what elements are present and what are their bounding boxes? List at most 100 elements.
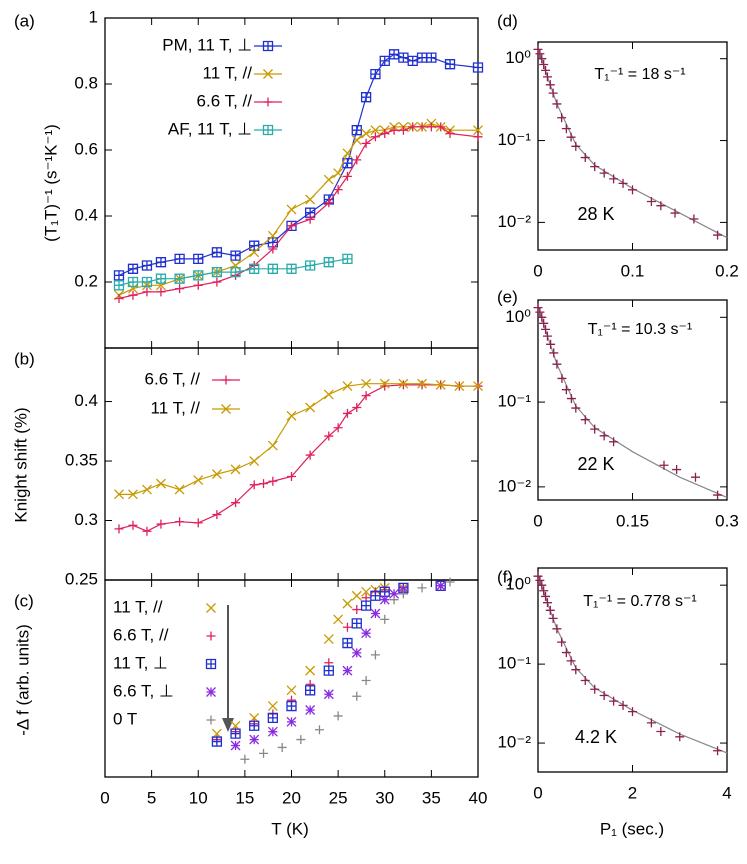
data-point — [545, 605, 555, 615]
data-point — [417, 122, 427, 132]
legend-label: 11 T, ⊥ — [113, 653, 168, 672]
data-point — [426, 122, 436, 132]
frame — [104, 17, 479, 349]
data-point — [541, 591, 551, 601]
data-point — [675, 732, 685, 742]
data-point — [249, 480, 259, 490]
data-point — [333, 185, 343, 195]
data-point — [212, 277, 222, 287]
data-point — [379, 55, 390, 67]
data-point — [333, 711, 343, 721]
data-point — [267, 230, 278, 241]
legend-marker — [263, 97, 273, 107]
data-point — [249, 240, 260, 251]
panel-label: (f) — [497, 567, 513, 586]
data-point — [324, 431, 334, 441]
legend-marker — [263, 69, 273, 79]
x-tick-label: 2 — [628, 783, 637, 802]
y-tick-label: 0.3 — [74, 510, 98, 529]
data-point — [609, 696, 619, 706]
data-point — [361, 675, 371, 685]
data-point — [379, 586, 390, 597]
data-point — [566, 394, 576, 404]
data-point — [545, 80, 555, 90]
data-point — [230, 250, 241, 261]
data-point — [141, 276, 153, 288]
data-point — [333, 614, 344, 625]
data-point — [128, 520, 138, 530]
data-point — [535, 49, 545, 59]
data-point — [231, 498, 241, 508]
data-point — [305, 214, 315, 224]
x-tick-label: 0.1 — [621, 261, 645, 280]
data-point — [713, 490, 723, 500]
data-point — [249, 247, 260, 258]
data-point — [230, 464, 241, 475]
data-point — [535, 307, 545, 317]
data-point — [561, 124, 571, 134]
data-point — [342, 148, 353, 159]
data-point — [609, 437, 619, 447]
data-point — [211, 736, 223, 747]
data-point — [561, 385, 571, 395]
legend-label: 6.6 T, // — [145, 369, 201, 388]
annotation: T₁⁻¹ = 18 s⁻¹ — [594, 66, 685, 83]
data-point — [230, 740, 241, 751]
data-point — [472, 62, 484, 73]
data-point — [435, 379, 446, 390]
data-point — [211, 247, 223, 258]
legend-label: PM, 11 T, ⊥ — [162, 35, 252, 54]
data-point — [557, 373, 567, 383]
data-point — [286, 410, 297, 421]
x-tick-label: 0 — [100, 788, 109, 807]
y-tick-label: 10⁻¹ — [497, 392, 531, 411]
data-point — [352, 605, 362, 615]
data-point — [240, 754, 250, 764]
data-point — [305, 685, 316, 696]
data-point — [351, 590, 362, 601]
y-tick-label: 10⁻¹ — [497, 654, 531, 673]
data-point — [305, 194, 316, 205]
data-point — [342, 622, 352, 632]
data-point — [333, 423, 343, 433]
y-tick-label: 0.8 — [74, 73, 98, 92]
panel-label: (e) — [497, 287, 518, 306]
data-point — [351, 618, 362, 629]
data-point — [537, 54, 547, 64]
y-tick-label: 10⁰ — [505, 48, 531, 67]
data-point — [287, 471, 296, 481]
series-line — [118, 53, 479, 276]
data-point — [417, 378, 428, 389]
data-point — [408, 122, 418, 132]
data-point — [342, 408, 352, 418]
data-point — [548, 88, 558, 98]
y-tick-label: 0.6 — [74, 139, 98, 158]
data-point — [323, 689, 334, 700]
data-point — [156, 519, 166, 529]
data-point — [193, 475, 204, 486]
legend-label: 6.6 T, ⊥ — [113, 681, 174, 700]
data-point — [713, 230, 723, 240]
data-point — [571, 665, 581, 675]
data-point — [656, 201, 666, 211]
data-point — [352, 402, 362, 412]
data-point — [571, 403, 581, 413]
data-point — [286, 716, 297, 727]
panel-label: (d) — [497, 11, 518, 30]
data-point — [342, 665, 353, 676]
data-point — [342, 637, 353, 649]
x-tick-label: 20 — [282, 788, 301, 807]
data-point — [549, 348, 559, 358]
data-point — [407, 55, 418, 67]
data-point — [211, 266, 223, 278]
data-point — [691, 472, 700, 482]
data-point — [211, 469, 222, 480]
legend-marker — [262, 124, 274, 136]
data-point — [141, 260, 153, 271]
data-point — [193, 253, 204, 265]
data-point — [535, 575, 545, 585]
data-point — [398, 125, 408, 135]
data-point — [454, 381, 465, 392]
data-point — [249, 734, 260, 745]
legend-label: AF, 11 T, ⊥ — [168, 119, 252, 138]
